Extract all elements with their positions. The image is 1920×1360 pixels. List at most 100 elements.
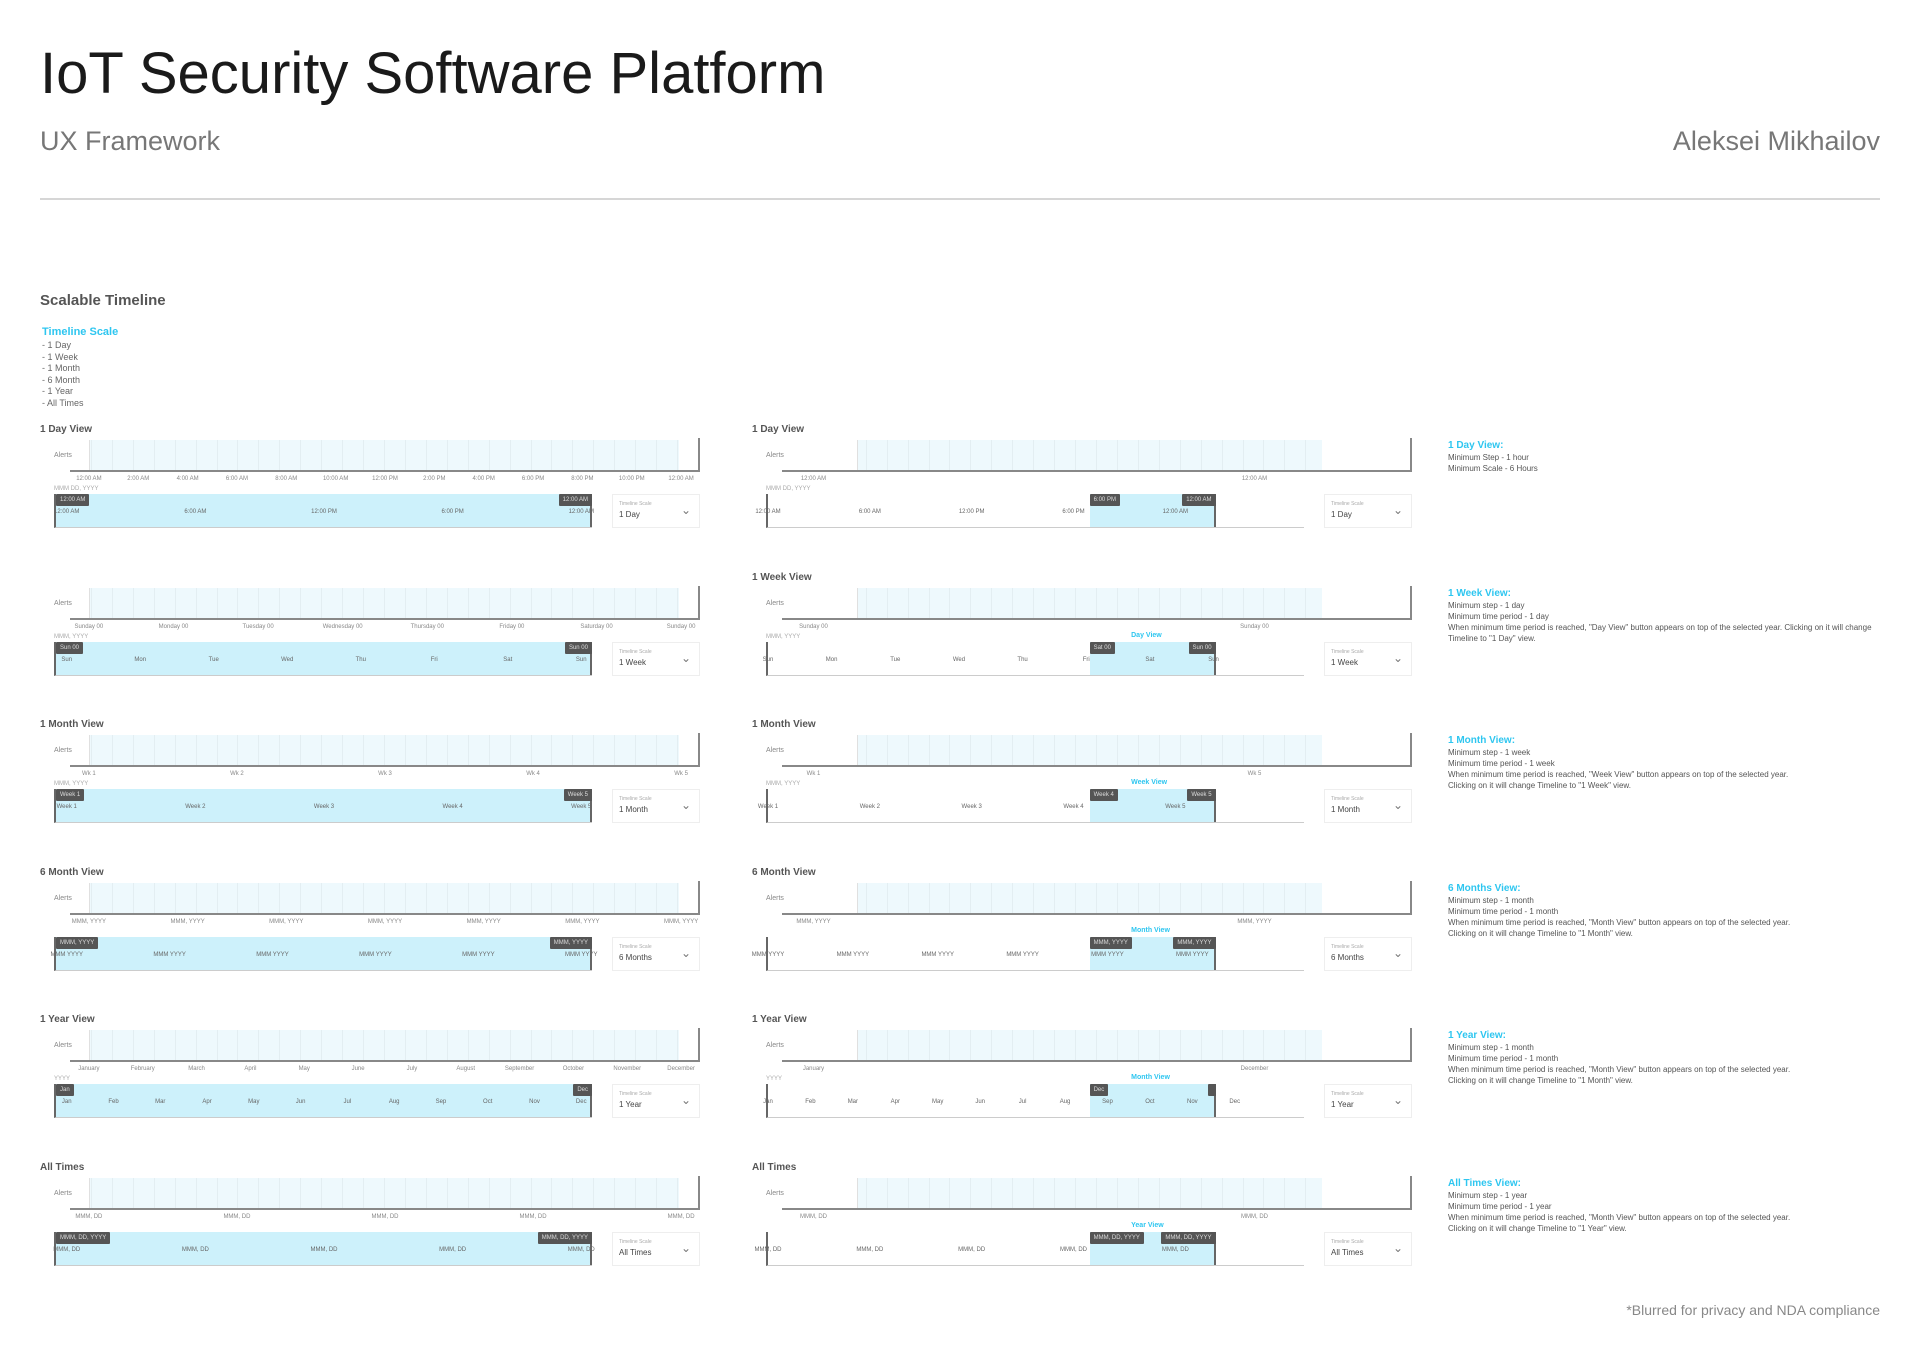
range-end-handle[interactable]: 12:00 AM — [1182, 494, 1216, 506]
x-tick-label: October — [562, 1066, 585, 1072]
timeline-scale-dropdown[interactable]: Timeline Scale 1 Week ⌄ — [1324, 641, 1412, 676]
x-tick-label: MMM, DD — [519, 1213, 547, 1220]
x-tick-label: Sunday 00 — [666, 623, 696, 630]
gridline — [258, 440, 260, 470]
dropdown-value: 1 Month — [619, 805, 648, 814]
timeline-scale-dropdown[interactable]: Timeline Scale 1 Month ⌄ — [1324, 789, 1412, 823]
gridline — [132, 1177, 134, 1208]
gridline — [572, 735, 574, 765]
range-track[interactable]: MMM, YYYY MMM, YYYY MMM YYYY MMM YYYY MMM YY… — [752, 927, 1304, 971]
timeline-scale-dropdown[interactable]: Timeline Scale All Times ⌄ — [612, 1231, 700, 1266]
range-track[interactable]: Sat 00 Sun 00 Sun Mon Tue Wed Thu Fri Sat Sun Day … — [763, 632, 1304, 676]
range-track[interactable]: Sun 00 Sun 00 Sun Mon Tue Wed Thu Fri Sat Sun — [54, 641, 592, 676]
note-line: Minimum step - 1 month — [1448, 895, 1534, 905]
zoom-view-button[interactable]: Month View — [1131, 926, 1170, 934]
range-start-handle[interactable]: Week 1 — [56, 789, 85, 801]
dropdown-label: Timeline Scale — [619, 943, 652, 950]
range-end-handle[interactable]: MMM, YYYY — [549, 936, 592, 949]
range-tick-label: MMM YYYY — [50, 951, 83, 958]
selected-range[interactable] — [56, 789, 592, 822]
range-start-handle[interactable]: 12:00 AM — [56, 494, 90, 506]
zoom-view-button[interactable]: Month View — [1131, 1074, 1170, 1081]
gridline — [865, 1030, 867, 1060]
range-track[interactable]: MMM, DD, YYYY MMM, DD, YYYY MMM, DD MMM, DD… — [53, 1231, 595, 1266]
range-end-handle[interactable]: MMM, DD, YYYY — [537, 1231, 592, 1244]
gridline — [991, 1177, 993, 1208]
range-end-handle[interactable]: Week 5 — [1187, 789, 1216, 801]
timeline-scale-dropdown[interactable]: Timeline Scale 6 Months ⌄ — [1324, 936, 1412, 971]
range-track[interactable]: 6:00 PM 12:00 AM 12:00 AM 6:00 AM 12:00 PM 6:… — [755, 494, 1304, 528]
range-track[interactable]: MMM, DD, YYYY MMM, DD, YYYY MMM, DD MMM, DD… — [755, 1222, 1304, 1266]
timeline-scale-dropdown[interactable]: Timeline Scale 1 Month ⌄ — [612, 789, 700, 823]
selected-range[interactable] — [56, 1084, 592, 1117]
range-end-handle[interactable] — [1207, 1084, 1216, 1096]
selected-range[interactable] — [56, 1231, 592, 1265]
gridline — [656, 1030, 658, 1060]
zoom-view-button[interactable]: Day View — [1131, 631, 1162, 639]
overview-chart[interactable] — [782, 438, 1412, 472]
note-line: When minimum time period is reached, "Mo… — [1448, 917, 1791, 927]
x-tick-label: MMM, DD — [800, 1213, 827, 1220]
gridline — [1116, 1177, 1118, 1208]
range-start-handle[interactable]: MMM, YYYY — [56, 936, 99, 949]
overview-chart[interactable] — [782, 1028, 1412, 1062]
overview-chart[interactable] — [70, 438, 700, 472]
range-end-handle[interactable]: Sun 00 — [564, 641, 592, 654]
timeline-scale-dropdown[interactable]: Timeline Scale 6 Months ⌄ — [612, 936, 700, 971]
range-start-handle[interactable]: Sat 00 — [1089, 641, 1115, 654]
gridline — [384, 735, 385, 765]
range-end-handle[interactable]: Week 5 — [563, 789, 592, 801]
overview-chart[interactable] — [70, 585, 700, 620]
timeline-scale-dropdown[interactable]: Timeline Scale 1 Year ⌄ — [1324, 1084, 1412, 1118]
range-end-handle[interactable]: Sun 00 — [1188, 641, 1216, 654]
range-start-handle[interactable]: MMM, DD, YYYY — [1089, 1231, 1144, 1244]
range-track[interactable]: MMM, YYYY MMM, YYYY MMM YYYY MMM YYYY MMM YY… — [50, 936, 598, 971]
note-title: 1 Week View: — [1448, 587, 1511, 599]
selected-range[interactable] — [56, 936, 592, 970]
timeline-scale-dropdown[interactable]: Timeline Scale 1 Day ⌄ — [612, 494, 700, 528]
zoom-view-button[interactable]: Week View — [1131, 779, 1168, 786]
note-line: Clicking on it will change Timeline to "… — [1448, 781, 1631, 790]
range-end-handle[interactable]: 12:00 AM — [558, 494, 592, 506]
timeline-scale-dropdown[interactable]: Timeline Scale 1 Day ⌄ — [1324, 494, 1412, 528]
overview-chart[interactable] — [782, 1175, 1412, 1210]
range-track[interactable]: Week 4 Week 5 Week 1 Week 2 Week 3 Week 4 Week… — [758, 779, 1304, 823]
overview-chart[interactable] — [70, 1028, 700, 1062]
range-start-handle[interactable]: MMM, YYYY — [1089, 936, 1132, 949]
range-start-handle[interactable]: Week 4 — [1089, 789, 1118, 801]
range-start-handle[interactable]: 6:00 PM — [1089, 494, 1120, 506]
range-track[interactable]: 12:00 AM 12:00 AM 12:00 AM 6:00 AM 12:00 PM 6… — [54, 494, 594, 528]
range-tick-label: May — [248, 1099, 260, 1105]
overview-chart[interactable] — [782, 880, 1412, 915]
range-track[interactable]: Jan Dec Jan Feb Mar Apr May Jun Jul Aug Sep Oct Nov D… — [54, 1084, 592, 1118]
timeline-scale-dropdown[interactable]: Timeline Scale 1 Week ⌄ — [612, 641, 700, 676]
timeline-scale-dropdown[interactable]: Timeline Scale 1 Year ⌄ — [612, 1084, 700, 1118]
range-start-handle[interactable]: Dec — [1089, 1084, 1109, 1096]
range-track[interactable]: Week 1 Week 5 Week 1 Week 2 Week 3 Week 4 Week… — [54, 789, 592, 823]
range-start-handle[interactable]: MMM, DD, YYYY — [56, 1231, 111, 1244]
view-note: 1 Year View: Minimum step - 1 month Minimu… — [1448, 1030, 1888, 1086]
range-tick-label: 6:00 PM — [441, 509, 464, 515]
range-start-handle[interactable]: Sun 00 — [56, 641, 84, 654]
range-start-handle[interactable]: Jan — [56, 1084, 74, 1096]
range-end-handle[interactable]: MMM, YYYY — [1173, 936, 1216, 949]
overview-chart[interactable] — [70, 880, 700, 915]
range-track[interactable]: Dec Jan Feb Mar Apr May Jun Jul Aug Sep Oct Nov Dec M… — [763, 1074, 1304, 1118]
gridline — [614, 735, 616, 765]
range-end-handle[interactable]: MMM, DD, YYYY — [1161, 1231, 1216, 1244]
dropdown-value: 1 Week — [1331, 657, 1358, 667]
timeline-scale-dropdown[interactable]: Timeline Scale All Times ⌄ — [1324, 1231, 1412, 1266]
selected-range[interactable] — [56, 494, 592, 527]
gridline — [865, 882, 867, 913]
overview-chart[interactable] — [782, 585, 1412, 620]
note-line: When minimum time period is reached, "Mo… — [1448, 1212, 1791, 1222]
zoom-view-button[interactable]: Year View — [1131, 1221, 1164, 1229]
note-line: Clicking on it will change Timeline to "… — [1448, 1223, 1627, 1233]
range-end-handle[interactable]: Dec — [573, 1084, 592, 1096]
scale-item: - 1 Year — [42, 386, 74, 396]
overview-chart[interactable] — [70, 1175, 700, 1210]
overview-chart[interactable] — [782, 733, 1412, 767]
selected-range[interactable] — [56, 641, 592, 675]
overview-chart[interactable] — [70, 733, 700, 767]
selected-range[interactable] — [1089, 1084, 1216, 1117]
